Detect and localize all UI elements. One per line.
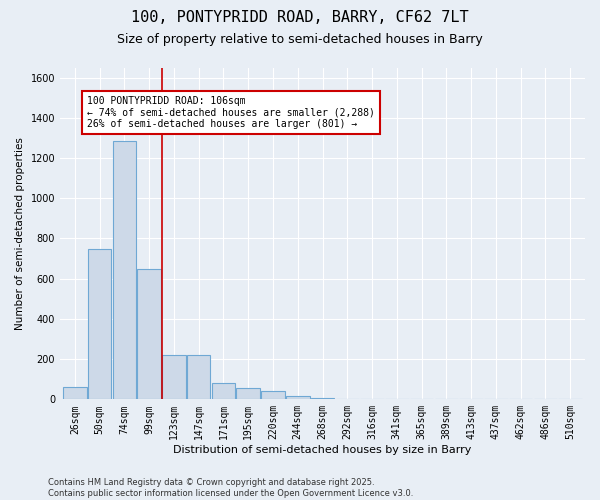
Y-axis label: Number of semi-detached properties: Number of semi-detached properties bbox=[15, 137, 25, 330]
Text: 100, PONTYPRIDD ROAD, BARRY, CF62 7LT: 100, PONTYPRIDD ROAD, BARRY, CF62 7LT bbox=[131, 10, 469, 25]
Text: Contains HM Land Registry data © Crown copyright and database right 2025.
Contai: Contains HM Land Registry data © Crown c… bbox=[48, 478, 413, 498]
Bar bbox=[261, 392, 285, 400]
Bar bbox=[187, 356, 211, 400]
X-axis label: Distribution of semi-detached houses by size in Barry: Distribution of semi-detached houses by … bbox=[173, 445, 472, 455]
Bar bbox=[162, 355, 186, 400]
Bar bbox=[286, 396, 310, 400]
Bar bbox=[212, 383, 235, 400]
Bar bbox=[113, 141, 136, 400]
Bar bbox=[335, 398, 359, 400]
Bar bbox=[63, 387, 86, 400]
Text: Size of property relative to semi-detached houses in Barry: Size of property relative to semi-detach… bbox=[117, 32, 483, 46]
Bar bbox=[236, 388, 260, 400]
Bar bbox=[137, 269, 161, 400]
Bar bbox=[311, 398, 334, 400]
Bar bbox=[88, 248, 112, 400]
Text: 100 PONTYPRIDD ROAD: 106sqm
← 74% of semi-detached houses are smaller (2,288)
26: 100 PONTYPRIDD ROAD: 106sqm ← 74% of sem… bbox=[87, 96, 375, 129]
